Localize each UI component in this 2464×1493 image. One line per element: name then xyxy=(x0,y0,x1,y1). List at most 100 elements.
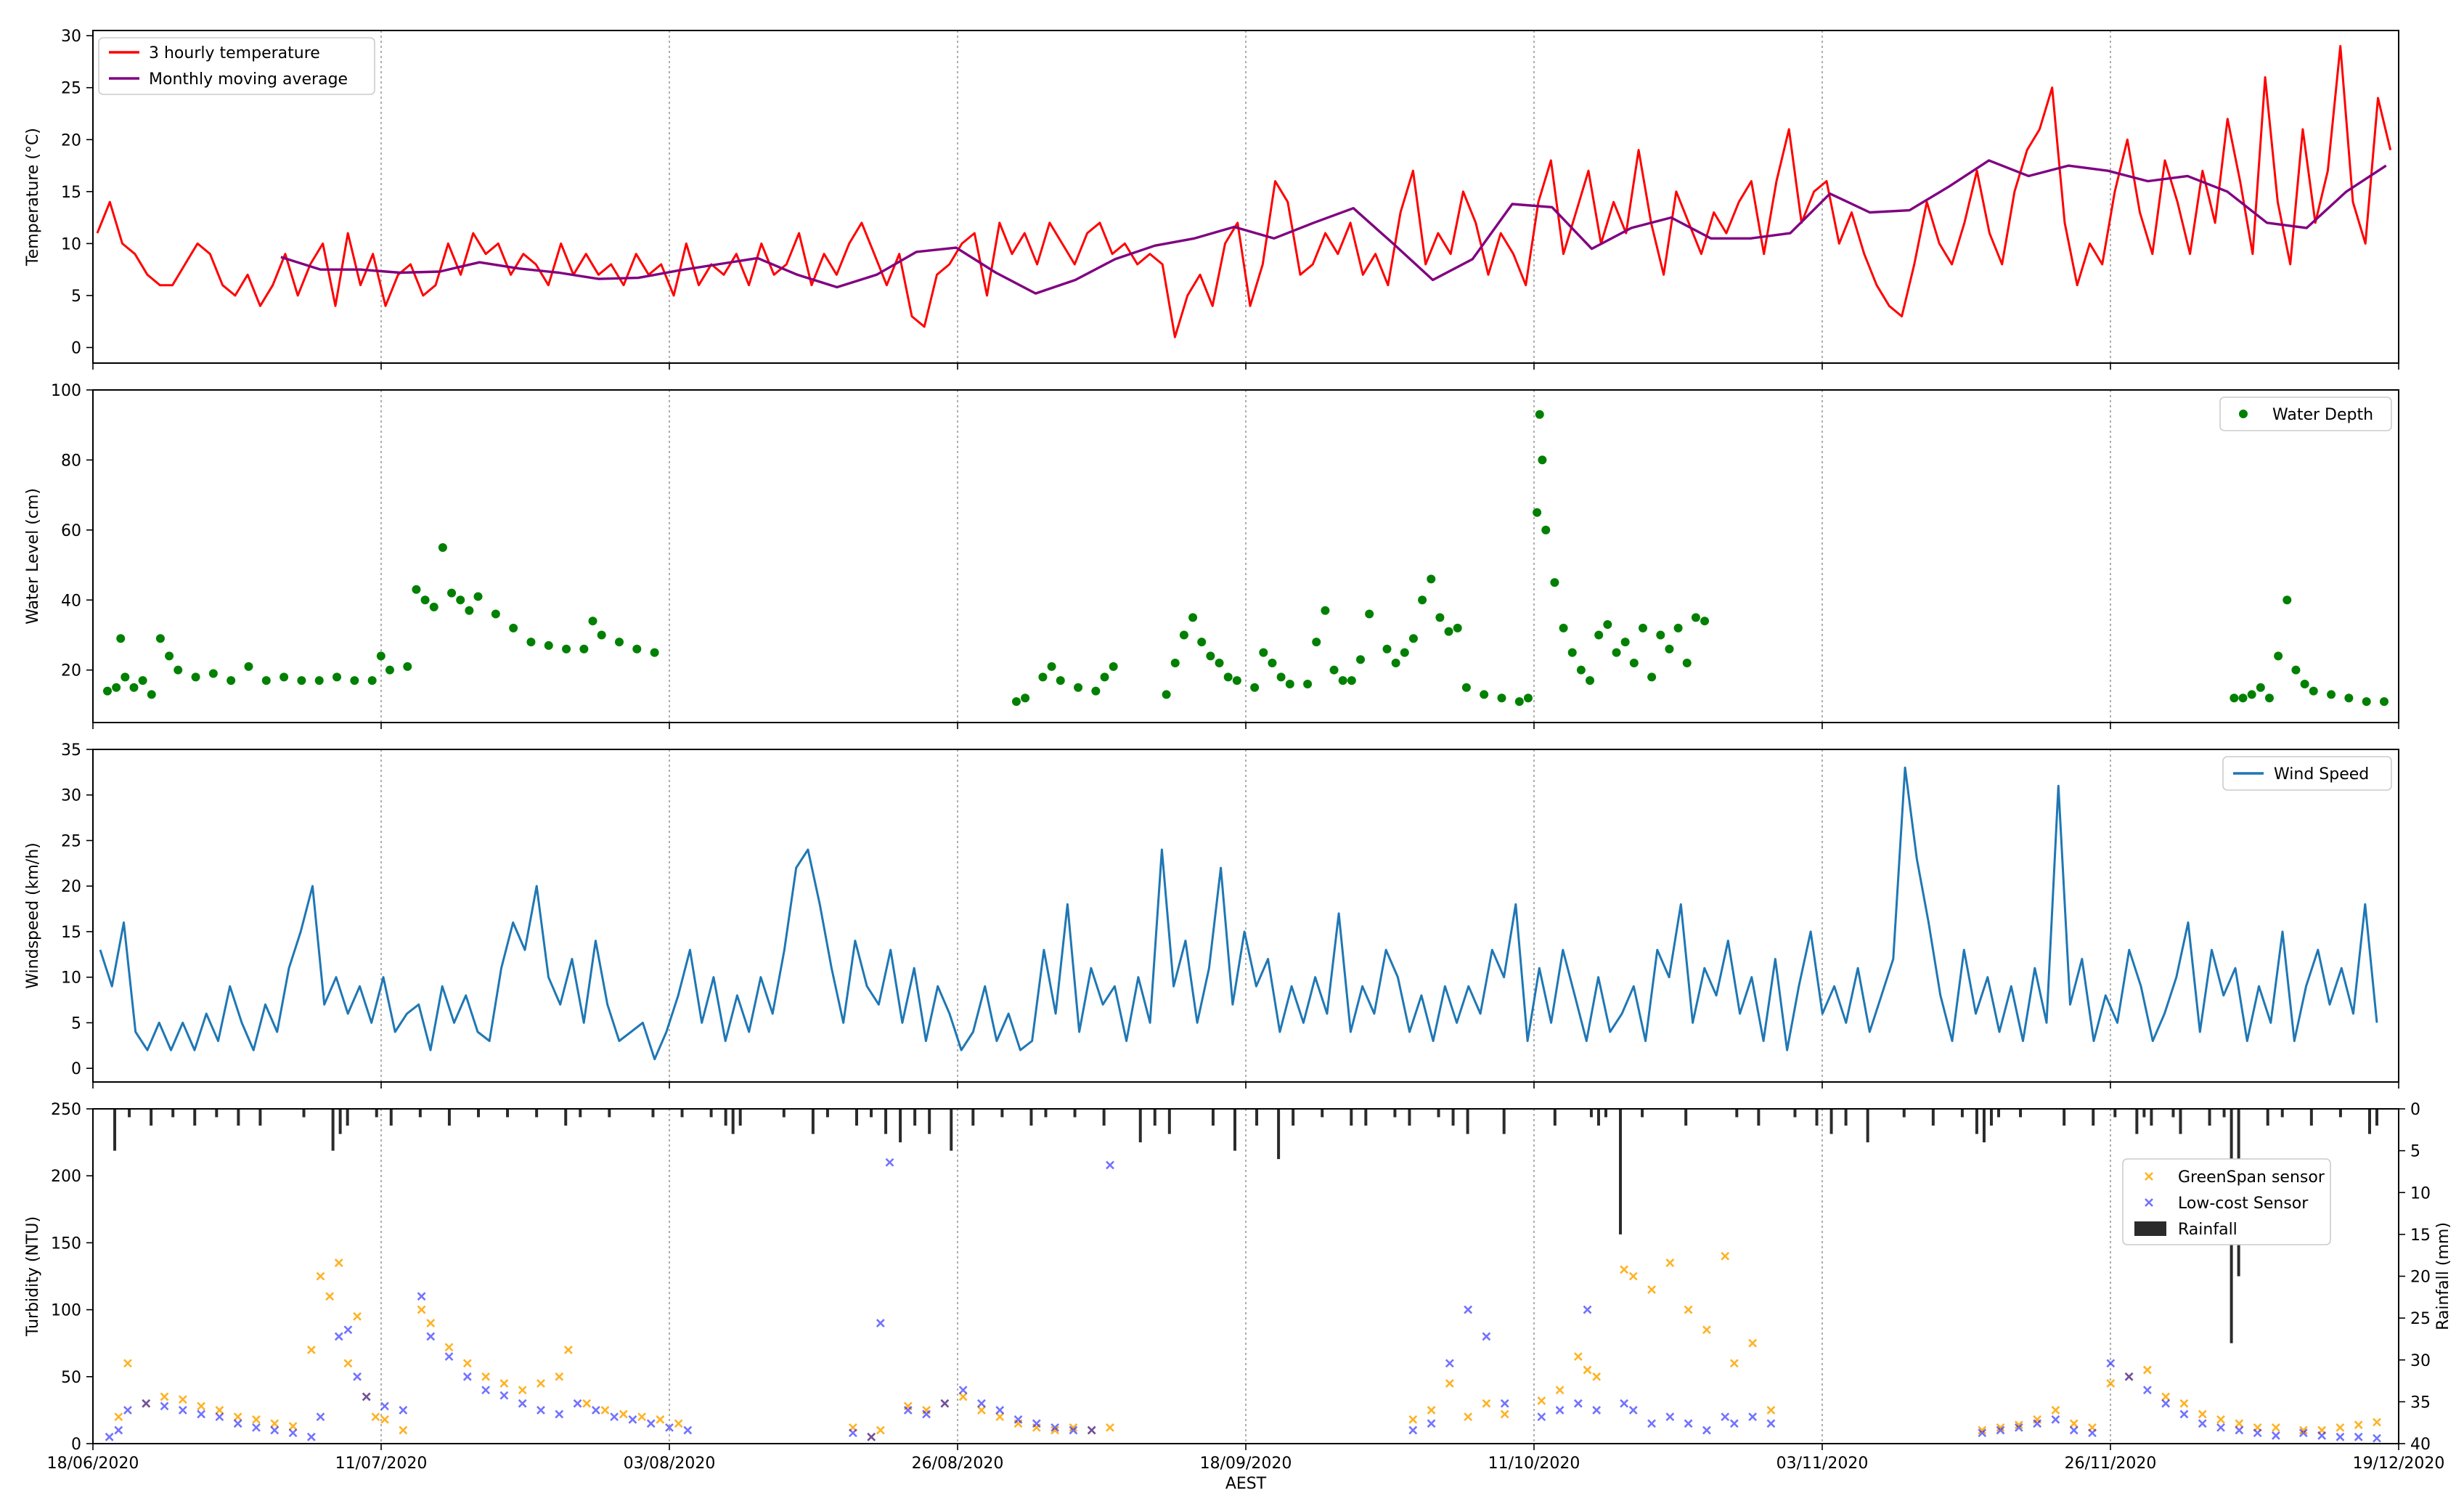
water-depth-point xyxy=(1427,574,1436,584)
x-marker-stroke xyxy=(1069,1423,1078,1432)
low-cost-point xyxy=(316,1412,325,1422)
x-tick-label: 11/07/2020 xyxy=(335,1455,428,1473)
low-cost-point xyxy=(646,1419,656,1428)
x-marker-stroke xyxy=(591,1405,600,1415)
water-depth-point xyxy=(1250,683,1260,692)
x-marker-stroke xyxy=(123,1405,132,1415)
rainfall-bar xyxy=(1902,1109,1906,1118)
panel-2: 20 40 60 80 100 Water Level (cm) Water Depth xyxy=(24,382,2399,729)
x-marker-stroke xyxy=(2298,1425,2308,1435)
low-cost-point xyxy=(1106,1160,1114,1170)
low-cost-point xyxy=(885,1158,894,1167)
x-marker-stroke xyxy=(1427,1419,1436,1428)
x-marker-stroke xyxy=(380,1402,389,1411)
greenspan-point xyxy=(444,1343,454,1352)
low-cost-point xyxy=(2216,1423,2225,1432)
rainfall-bar xyxy=(150,1109,153,1126)
x-marker-stroke xyxy=(444,1352,454,1362)
water-depth-point xyxy=(1603,620,1612,630)
x-marker-stroke xyxy=(1620,1265,1629,1274)
y-tick-label: 10 xyxy=(61,969,81,988)
low-cost-point xyxy=(2124,1372,2134,1381)
x-marker-stroke xyxy=(2179,1409,2189,1419)
water-depth-point xyxy=(465,606,474,615)
x-marker-stroke xyxy=(518,1386,527,1395)
greenspan-point xyxy=(380,1415,389,1424)
water-depth-point xyxy=(1691,613,1700,622)
rainfall-bar xyxy=(2142,1109,2146,1118)
y2-axis-label: Rainfall (mm) xyxy=(2434,1222,2452,1330)
x-marker-stroke xyxy=(646,1419,656,1428)
y-tick-label: 15 xyxy=(61,184,81,202)
x-marker-stroke xyxy=(462,1372,472,1381)
water-depth-point xyxy=(103,686,112,696)
rainfall-bar xyxy=(1167,1109,1171,1134)
water-depth-point xyxy=(261,676,271,686)
legend-label: 3 hourly temperature xyxy=(149,44,320,62)
greenspan-point xyxy=(537,1379,545,1388)
x-marker-stroke xyxy=(1748,1338,1758,1348)
water-depth-point xyxy=(1074,683,1083,692)
rainfall-bar xyxy=(346,1109,349,1126)
x-marker-stroke xyxy=(1408,1415,1418,1424)
x-marker-stroke xyxy=(1408,1425,1418,1435)
series-group xyxy=(96,45,2392,338)
x-marker-stroke xyxy=(343,1325,353,1335)
legend-label: Wind Speed xyxy=(2274,765,2369,784)
rainfall-bar xyxy=(1997,1109,2001,1118)
water-depth-point xyxy=(1638,623,1647,632)
water-depth-point xyxy=(1276,672,1286,682)
water-depth-point xyxy=(244,662,253,671)
x-marker-stroke xyxy=(2142,1365,2152,1375)
water-depth-point xyxy=(1497,693,1506,703)
x-marker-stroke xyxy=(178,1405,187,1415)
rainfall-bar xyxy=(825,1109,829,1118)
y-tick-label: 20 xyxy=(61,131,81,150)
water-depth-point xyxy=(367,676,377,686)
x-axis-label: AEST xyxy=(1225,1475,1267,1493)
y-tick-label: 250 xyxy=(51,1101,81,1119)
water-depth-point xyxy=(597,630,606,640)
greenspan-point xyxy=(2354,1420,2363,1430)
low-cost-point xyxy=(444,1352,454,1362)
x-marker-stroke xyxy=(334,1258,343,1267)
x-marker-stroke xyxy=(2142,1386,2152,1395)
y-axis-label: Temperature (°C) xyxy=(24,128,42,267)
y-tick-label: 5 xyxy=(71,1014,81,1033)
rainfall-bar xyxy=(1292,1109,1295,1126)
greenspan-point xyxy=(270,1419,280,1428)
rainfall-bar xyxy=(782,1109,786,1118)
low-cost-point xyxy=(2161,1399,2171,1408)
low-cost-point xyxy=(1537,1412,1546,1422)
rainfall-bar xyxy=(2171,1109,2175,1118)
rainfall-bar xyxy=(1102,1109,1106,1126)
x-marker-stroke xyxy=(233,1419,242,1428)
x-marker-stroke xyxy=(1592,1372,1602,1381)
x-marker-stroke xyxy=(114,1425,123,1435)
rainfall-bar xyxy=(1211,1109,1215,1126)
x-marker-stroke xyxy=(371,1412,380,1422)
x-marker-stroke xyxy=(867,1432,876,1441)
water-depth-point xyxy=(1480,690,1489,699)
low-cost-point xyxy=(573,1399,582,1408)
rainfall-bar xyxy=(1393,1109,1397,1118)
greenspan-point xyxy=(518,1386,527,1395)
low-cost-point xyxy=(426,1332,436,1341)
greenspan-point xyxy=(1721,1251,1730,1261)
rainfall-bar xyxy=(1960,1109,1964,1118)
x-marker-stroke xyxy=(1555,1386,1565,1395)
low-cost-point xyxy=(2014,1423,2023,1432)
x-marker-stroke xyxy=(665,1423,674,1432)
rainfall-bar xyxy=(1641,1109,1644,1118)
rainfall-bar xyxy=(1321,1109,1324,1118)
x-marker-stroke xyxy=(288,1422,298,1431)
x-marker-stroke xyxy=(1702,1425,1711,1435)
x-marker-stroke xyxy=(2336,1423,2345,1432)
rainfall-bar xyxy=(2063,1109,2066,1126)
y-tick-label: 100 xyxy=(51,1302,81,1320)
water-depth-point xyxy=(1382,644,1392,654)
rainfall-bar xyxy=(2135,1109,2139,1134)
rainfall-bar xyxy=(709,1109,713,1118)
rainfall-bar xyxy=(1044,1109,1048,1118)
rainfall-bar xyxy=(884,1109,888,1134)
